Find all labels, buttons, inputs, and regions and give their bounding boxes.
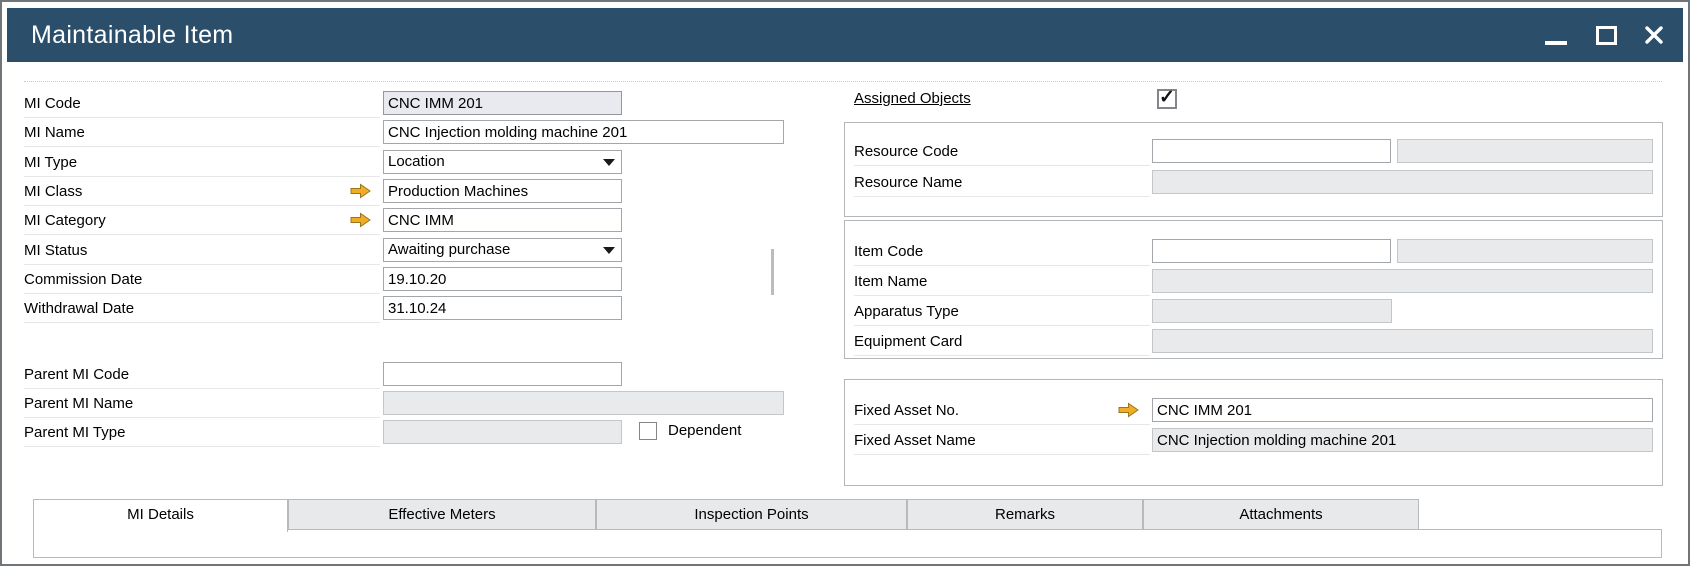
item-code-desc-field [1397,239,1653,263]
mi-type-label: MI Type [24,150,380,177]
withdrawal-date-field[interactable] [383,296,622,320]
tab-remarks[interactable]: Remarks [907,499,1143,530]
fixed-asset-no-label: Fixed Asset No. [854,398,1150,425]
tab-inspection-points[interactable]: Inspection Points [596,499,907,530]
tab-content-panel [33,529,1662,558]
commission-date-field[interactable] [383,267,622,291]
parent-mi-name-field [383,391,784,415]
parent-mi-code-field[interactable] [383,362,622,386]
resource-name-label: Resource Name [854,170,1150,197]
mi-category-field[interactable] [383,208,622,232]
mi-name-field[interactable] [383,120,784,144]
commission-date-label: Commission Date [24,267,380,294]
minimize-button[interactable] [1541,8,1571,62]
item-name-label: Item Name [854,269,1150,296]
mi-status-select[interactable]: Awaiting purchase [383,238,622,262]
mi-class-field[interactable] [383,179,622,203]
dependent-checkbox[interactable] [639,422,657,440]
mi-status-label: MI Status [24,238,380,265]
tab-effective-meters[interactable]: Effective Meters [288,499,596,530]
mi-class-link-arrow-icon[interactable] [350,183,371,199]
chevron-down-icon [603,158,615,166]
parent-mi-name-label: Parent MI Name [24,391,380,418]
mi-category-link-arrow-icon[interactable] [350,212,371,228]
mi-type-value: Location [388,153,445,170]
resource-groupbox [844,122,1663,217]
pane-separator-line [24,81,1662,82]
resource-name-field [1152,170,1653,194]
fixed-asset-name-field [1152,428,1653,452]
checkmark-icon: ✓ [1159,87,1175,108]
window-title: Maintainable Item [31,20,234,49]
fixed-asset-name-label: Fixed Asset Name [854,428,1150,455]
mi-type-select[interactable]: Location [383,150,622,174]
title-bar: Maintainable Item [7,8,1683,62]
fixed-asset-no-field[interactable] [1152,398,1653,422]
resource-code-desc-field [1397,139,1653,163]
assigned-objects-checkbox[interactable]: ✓ [1157,87,1177,109]
item-name-field [1152,269,1653,293]
close-button[interactable] [1639,8,1669,62]
withdrawal-date-label: Withdrawal Date [24,296,380,323]
resource-code-field[interactable] [1152,139,1391,163]
parent-mi-code-label: Parent MI Code [24,362,380,389]
equipment-card-label: Equipment Card [854,329,1150,356]
equipment-card-field [1152,329,1653,353]
pane-splitter[interactable] [771,249,774,295]
apparatus-type-field [1152,299,1392,323]
tab-mi-details[interactable]: MI Details [33,499,288,532]
resource-code-label: Resource Code [854,139,1150,166]
assigned-objects-link[interactable]: Assigned Objects [854,90,971,107]
item-code-field[interactable] [1152,239,1391,263]
mi-category-label: MI Category [24,208,380,235]
minimize-icon [1545,41,1567,45]
close-icon [1645,26,1663,44]
mi-name-label: MI Name [24,120,380,147]
tab-attachments[interactable]: Attachments [1143,499,1419,530]
maximize-icon [1595,25,1617,45]
mi-class-label: MI Class [24,179,380,206]
maximize-button[interactable] [1591,8,1621,62]
fixed-asset-link-arrow-icon[interactable] [1118,402,1139,418]
mi-code-label: MI Code [24,91,380,118]
chevron-down-icon [603,246,615,254]
dependent-label: Dependent [668,422,742,439]
parent-mi-type-field [383,420,622,444]
item-code-label: Item Code [854,239,1150,266]
mi-code-field[interactable] [383,91,622,115]
parent-mi-type-label: Parent MI Type [24,420,380,447]
apparatus-type-label: Apparatus Type [854,299,1150,326]
mi-status-value: Awaiting purchase [388,241,511,258]
